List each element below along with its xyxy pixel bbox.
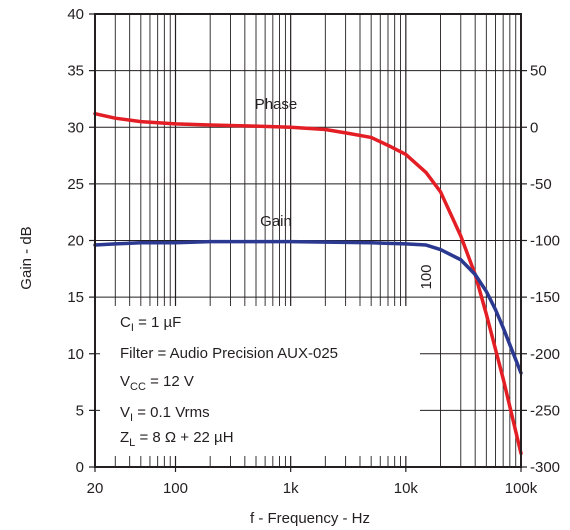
y-left-tick-label: 25	[67, 176, 84, 193]
x-tick-label: 100	[163, 480, 188, 497]
x-tick-label: 1k	[283, 480, 299, 497]
y-right-tick-label: -150	[530, 289, 560, 306]
y-left-tick-label: 30	[67, 119, 84, 136]
zl-condition: ZL = 8 Ω + 22 µH	[120, 429, 234, 449]
gain-series-line	[93, 239, 523, 375]
vcc-condition: VCC = 12 V	[120, 373, 194, 393]
x-axis-label: f - Frequency - Hz	[250, 510, 370, 527]
ci-condition: CI = 1 µF	[120, 314, 181, 334]
vi-condition: VI = 0.1 Vrms	[120, 404, 210, 424]
y-left-tick-label: 35	[67, 63, 84, 80]
x-tick-label: 100k	[505, 480, 538, 497]
x-tick-label: 20	[87, 480, 104, 497]
y-right-tick-label: -250	[530, 402, 560, 419]
y-right-tick-label: -300	[530, 459, 560, 476]
axis-ticks: 20 100 1k 10k 100k 0 5 10 15 20 25 30 35 40 -300 -250 -2…	[67, 6, 560, 497]
y-right-tick-label: 0	[530, 119, 538, 136]
y-right-tick-label: -100	[530, 233, 560, 250]
y-left-tick-label: 40	[67, 6, 84, 23]
y-left-tick-label: 10	[67, 346, 84, 363]
y-left-tick-label: 0	[76, 459, 84, 476]
x-tick-label: 10k	[394, 480, 419, 497]
y-axis-label: Gain - dB	[18, 226, 35, 289]
y-left-tick-label: 20	[67, 233, 84, 250]
series-lines	[93, 111, 523, 456]
y-left-tick-label: 15	[67, 289, 84, 306]
phase-label: Phase	[255, 96, 298, 113]
gain-label: Gain	[260, 213, 292, 230]
frequency-100-label: 100	[418, 264, 435, 289]
y-right-tick-label: -200	[530, 346, 560, 363]
filter-condition: Filter = Audio Precision AUX-025	[120, 345, 338, 362]
y-left-tick-label: 5	[76, 402, 84, 419]
y-right-tick-label: -50	[530, 176, 552, 193]
y-right-tick-label: 50	[530, 63, 547, 80]
condition-legend-box	[100, 306, 420, 456]
